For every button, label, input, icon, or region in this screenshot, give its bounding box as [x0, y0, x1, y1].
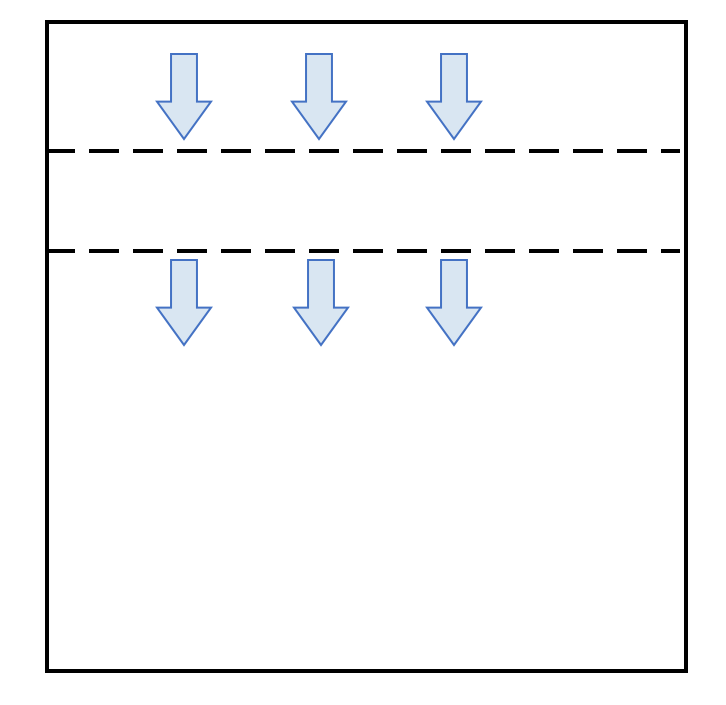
down-arrow-icon — [292, 258, 350, 347]
down-arrow-icon — [155, 52, 213, 141]
down-arrow-icon — [425, 52, 483, 141]
down-arrow-icon — [290, 52, 348, 141]
dashed-line-2 — [45, 248, 680, 254]
down-arrow-icon — [425, 258, 483, 347]
diagram-canvas — [0, 0, 726, 705]
main-box — [45, 20, 688, 673]
down-arrow-icon — [155, 258, 213, 347]
dashed-line-1 — [45, 148, 680, 154]
